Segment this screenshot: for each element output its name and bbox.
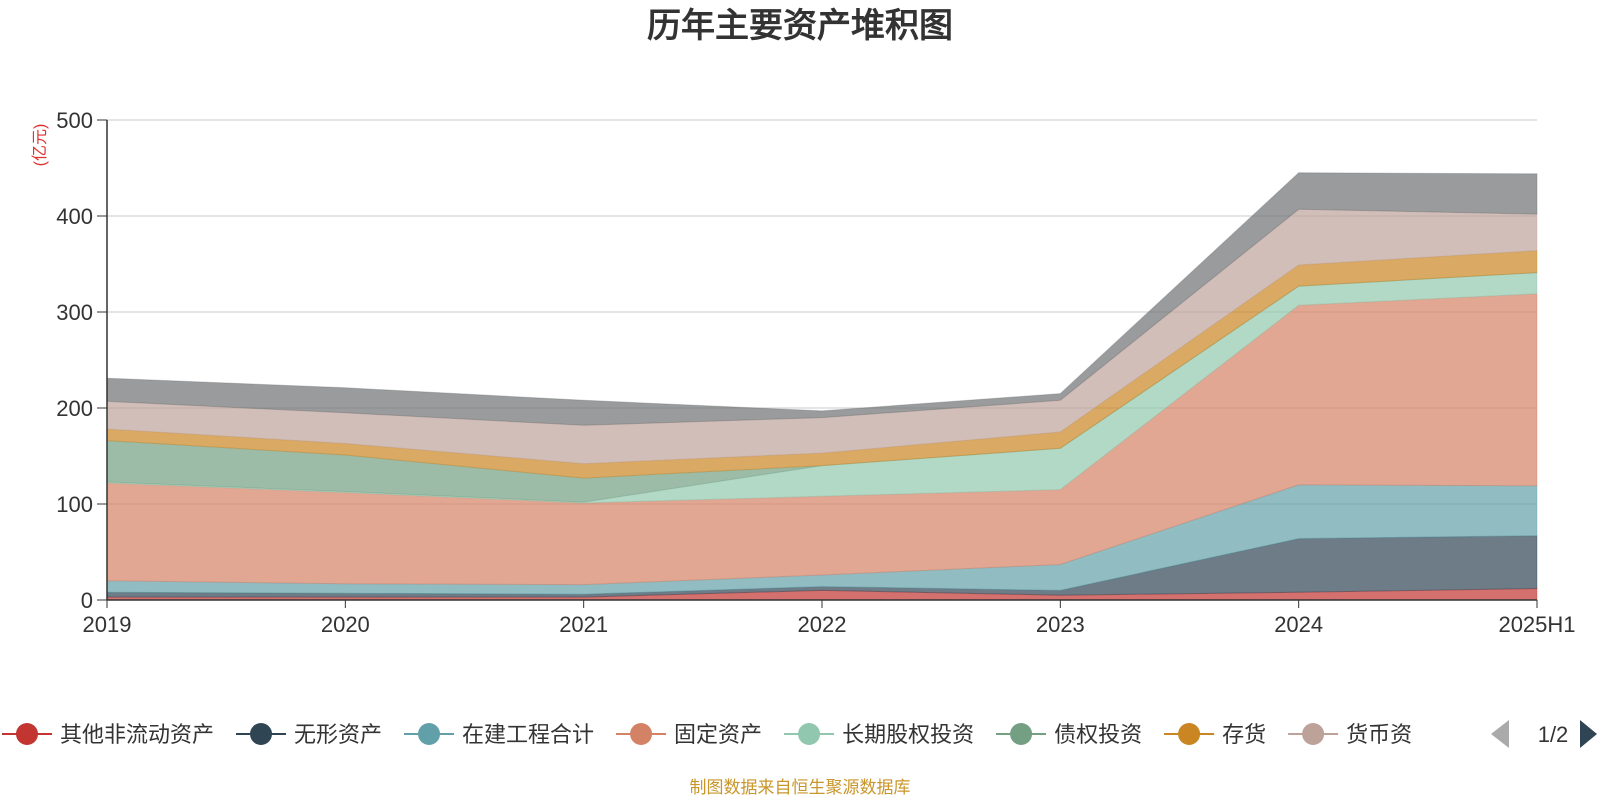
y-tick-label: 400 bbox=[56, 204, 93, 229]
legend-label: 债权投资 bbox=[1054, 722, 1142, 747]
x-tick-label: 2025H1 bbox=[1498, 612, 1575, 637]
x-tick-label: 2024 bbox=[1274, 612, 1323, 637]
legend-item-7[interactable]: 货币资 bbox=[1288, 722, 1412, 747]
legend-label: 长期股权投资 bbox=[842, 722, 974, 747]
legend-circle-marker bbox=[798, 723, 821, 745]
legend-circle-marker bbox=[1178, 723, 1201, 745]
legend-circle-marker bbox=[418, 723, 441, 745]
area-series-8[interactable] bbox=[106, 172, 1538, 426]
legend-label: 固定资产 bbox=[674, 722, 762, 747]
x-tick-label: 2020 bbox=[321, 612, 370, 637]
legend-item-2[interactable]: 在建工程合计 bbox=[404, 722, 594, 747]
legend-label: 其他非流动资产 bbox=[60, 722, 214, 747]
legend-item-5[interactable]: 债权投资 bbox=[996, 722, 1142, 747]
legend-prev-page-icon[interactable] bbox=[1491, 720, 1509, 748]
legend-item-6[interactable]: 存货 bbox=[1164, 722, 1266, 747]
legend-label: 无形资产 bbox=[294, 722, 382, 747]
legend-label: 存货 bbox=[1222, 722, 1266, 747]
legend-next-page-icon[interactable] bbox=[1580, 720, 1597, 748]
area-series-group bbox=[106, 172, 1538, 601]
y-tick-label: 500 bbox=[56, 108, 93, 133]
legend-circle-marker bbox=[630, 723, 653, 745]
legend-circle-marker bbox=[16, 723, 38, 745]
y-tick-label: 300 bbox=[56, 300, 93, 325]
x-tick-label: 2023 bbox=[1036, 612, 1085, 637]
legend-item-4[interactable]: 长期股权投资 bbox=[784, 722, 974, 747]
x-tick-label: 2019 bbox=[83, 612, 132, 637]
legend-page-indicator: 1/2 bbox=[1538, 722, 1569, 747]
legend: 其他非流动资产 无形资产 在建工程合计 固定资产 长期股权投资 债权投资 存货 货币资 bbox=[2, 722, 1412, 747]
legend-label: 货币资 bbox=[1346, 722, 1412, 747]
axes: 0 100 200 300 400 500 2019 2020 2021 2022 2023 2024… bbox=[56, 108, 1575, 637]
y-axis-unit-label: (亿元) bbox=[31, 124, 49, 167]
area-series-3[interactable] bbox=[106, 293, 1538, 586]
legend-circle-marker bbox=[250, 723, 273, 745]
legend-circle-marker bbox=[1010, 723, 1033, 745]
x-tick-label: 2022 bbox=[798, 612, 847, 637]
y-tick-label: 200 bbox=[56, 396, 93, 421]
data-source-note: 制图数据来自恒生聚源数据库 bbox=[690, 778, 911, 797]
legend-circle-marker bbox=[1302, 723, 1325, 745]
y-tick-label: 100 bbox=[56, 492, 93, 517]
area-series-2[interactable] bbox=[106, 484, 1538, 595]
chart-title: 历年主要资产堆积图 bbox=[647, 7, 953, 45]
legend-pager: 1/2 bbox=[1491, 720, 1597, 748]
legend-item-1[interactable]: 无形资产 bbox=[236, 722, 382, 747]
legend-label: 在建工程合计 bbox=[462, 722, 594, 747]
legend-item-0[interactable]: 其他非流动资产 bbox=[2, 722, 214, 747]
area-series-7[interactable] bbox=[106, 208, 1538, 465]
x-tick-label: 2021 bbox=[559, 612, 608, 637]
area-series-1[interactable] bbox=[106, 535, 1538, 598]
y-tick-label: 0 bbox=[81, 588, 93, 613]
legend-item-3[interactable]: 固定资产 bbox=[616, 722, 762, 747]
